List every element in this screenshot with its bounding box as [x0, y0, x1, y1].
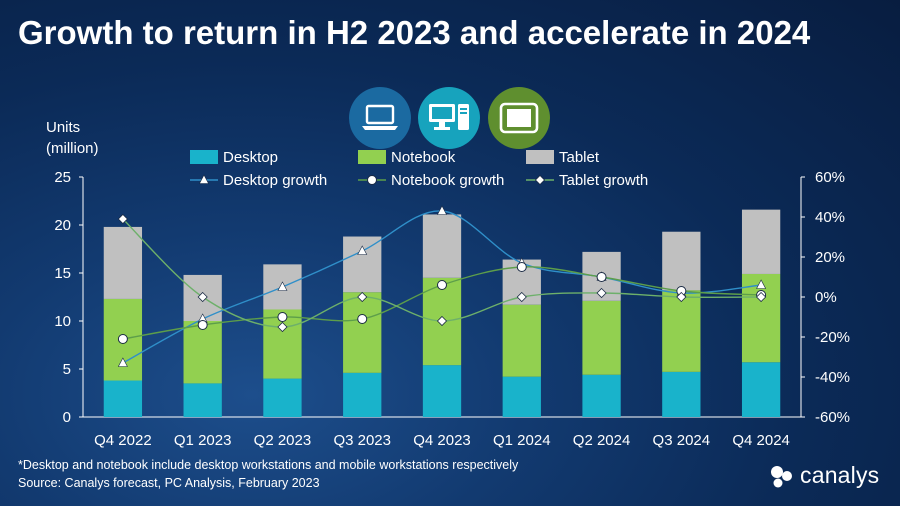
- point-notebook-growth: [357, 314, 368, 324]
- x-tick-label: Q3 2024: [653, 432, 711, 449]
- y2-tick-label: -40%: [815, 369, 850, 386]
- y-axis-label: Units: [46, 119, 80, 136]
- line-tablet-growth: [122, 218, 762, 328]
- bar-notebook: [582, 300, 621, 375]
- point-tablet-growth: [197, 291, 208, 303]
- point-tablet-growth: [277, 321, 288, 333]
- bar-notebook: [183, 321, 222, 384]
- point-tablet-growth: [516, 291, 527, 303]
- y-tick-label: 25: [54, 169, 71, 186]
- canalys-logo-icon: [771, 465, 792, 487]
- bar-desktop: [502, 376, 541, 417]
- x-tick-label: Q2 2024: [573, 432, 631, 449]
- chart-title: Growth to return in H2 2023 and accelera…: [18, 14, 811, 51]
- y-tick-label: 0: [63, 409, 71, 426]
- point-notebook-growth: [516, 262, 527, 272]
- bar-tablet: [343, 236, 382, 293]
- x-tick-label: Q1 2023: [174, 432, 232, 449]
- legend-marker-tablet-growth: [534, 174, 546, 186]
- canalys-logo: canalys: [768, 462, 879, 489]
- x-tick-label: Q4 2024: [732, 432, 790, 449]
- legend-label-desktop: Desktop: [223, 149, 278, 166]
- logo-text: canalys: [800, 462, 880, 488]
- bar-desktop: [103, 380, 143, 417]
- legend-swatch-desktop: [190, 150, 218, 164]
- y2-tick-label: -20%: [815, 329, 850, 346]
- bar-notebook: [343, 292, 382, 373]
- legend-swatch-notebook: [358, 150, 386, 164]
- bar-notebook: [662, 290, 701, 372]
- y2-tick-label: 20%: [815, 249, 845, 266]
- point-desktop-growth: [117, 357, 128, 367]
- y-tick-label: 5: [63, 361, 71, 378]
- y2-tick-label: 0%: [815, 289, 837, 306]
- x-tick-label: Q4 2022: [94, 432, 152, 449]
- point-tablet-growth: [596, 287, 607, 299]
- point-tablet-growth: [357, 291, 368, 303]
- bar-notebook: [502, 304, 541, 377]
- bar-desktop: [582, 374, 621, 417]
- bar-desktop: [662, 371, 701, 417]
- y2-tick-label: -60%: [815, 409, 850, 426]
- legend-label-tablet-growth: Tablet growth: [559, 172, 648, 189]
- legend-marker-desktop-growth: [199, 174, 209, 184]
- x-tick-label: Q3 2023: [333, 432, 391, 449]
- x-tick-label: Q1 2024: [493, 432, 551, 449]
- point-notebook-growth: [197, 320, 208, 330]
- laptop-icon: [349, 87, 411, 149]
- point-tablet-growth: [756, 291, 767, 303]
- bar-desktop: [183, 383, 222, 417]
- legend-marker-notebook-growth: [367, 175, 377, 185]
- source-note: Source: Canalys forecast, PC Analysis, F…: [18, 476, 320, 490]
- x-tick-label: Q2 2023: [254, 432, 312, 449]
- bar-tablet: [741, 209, 781, 274]
- legend-label-tablet: Tablet: [559, 149, 600, 166]
- bar-desktop: [263, 378, 302, 417]
- y-axis-label: (million): [46, 140, 99, 157]
- tablet-icon: [488, 87, 550, 149]
- point-notebook-growth: [596, 272, 607, 282]
- x-tick-label: Q4 2023: [413, 432, 471, 449]
- point-tablet-growth: [676, 291, 687, 303]
- footnote: *Desktop and notebook include desktop wo…: [18, 458, 519, 472]
- bar-tablet: [422, 214, 462, 278]
- y-tick-label: 20: [54, 217, 71, 234]
- point-desktop-growth: [357, 245, 368, 255]
- bar-desktop: [741, 362, 781, 417]
- legend-label-notebook-growth: Notebook growth: [391, 172, 504, 189]
- legend-label-desktop-growth: Desktop growth: [223, 172, 327, 189]
- y2-tick-label: 40%: [815, 209, 845, 226]
- legend-swatch-tablet: [526, 150, 554, 164]
- y-tick-label: 15: [54, 265, 71, 282]
- point-notebook-growth: [117, 334, 128, 344]
- point-tablet-growth: [436, 315, 448, 327]
- point-notebook-growth: [437, 280, 447, 290]
- point-desktop-growth: [437, 205, 447, 215]
- y2-tick-label: 60%: [815, 169, 845, 186]
- y-tick-label: 10: [54, 313, 71, 330]
- desktop-pc-icon: [418, 87, 480, 149]
- point-notebook-growth: [277, 312, 288, 322]
- point-tablet-growth: [117, 213, 128, 225]
- legend-label-notebook: Notebook: [391, 149, 456, 166]
- point-desktop-growth: [277, 281, 288, 291]
- bar-tablet: [103, 226, 143, 299]
- bar-tablet: [662, 231, 701, 291]
- bar-desktop: [422, 365, 462, 417]
- point-desktop-growth: [756, 279, 767, 289]
- bar-desktop: [343, 372, 382, 417]
